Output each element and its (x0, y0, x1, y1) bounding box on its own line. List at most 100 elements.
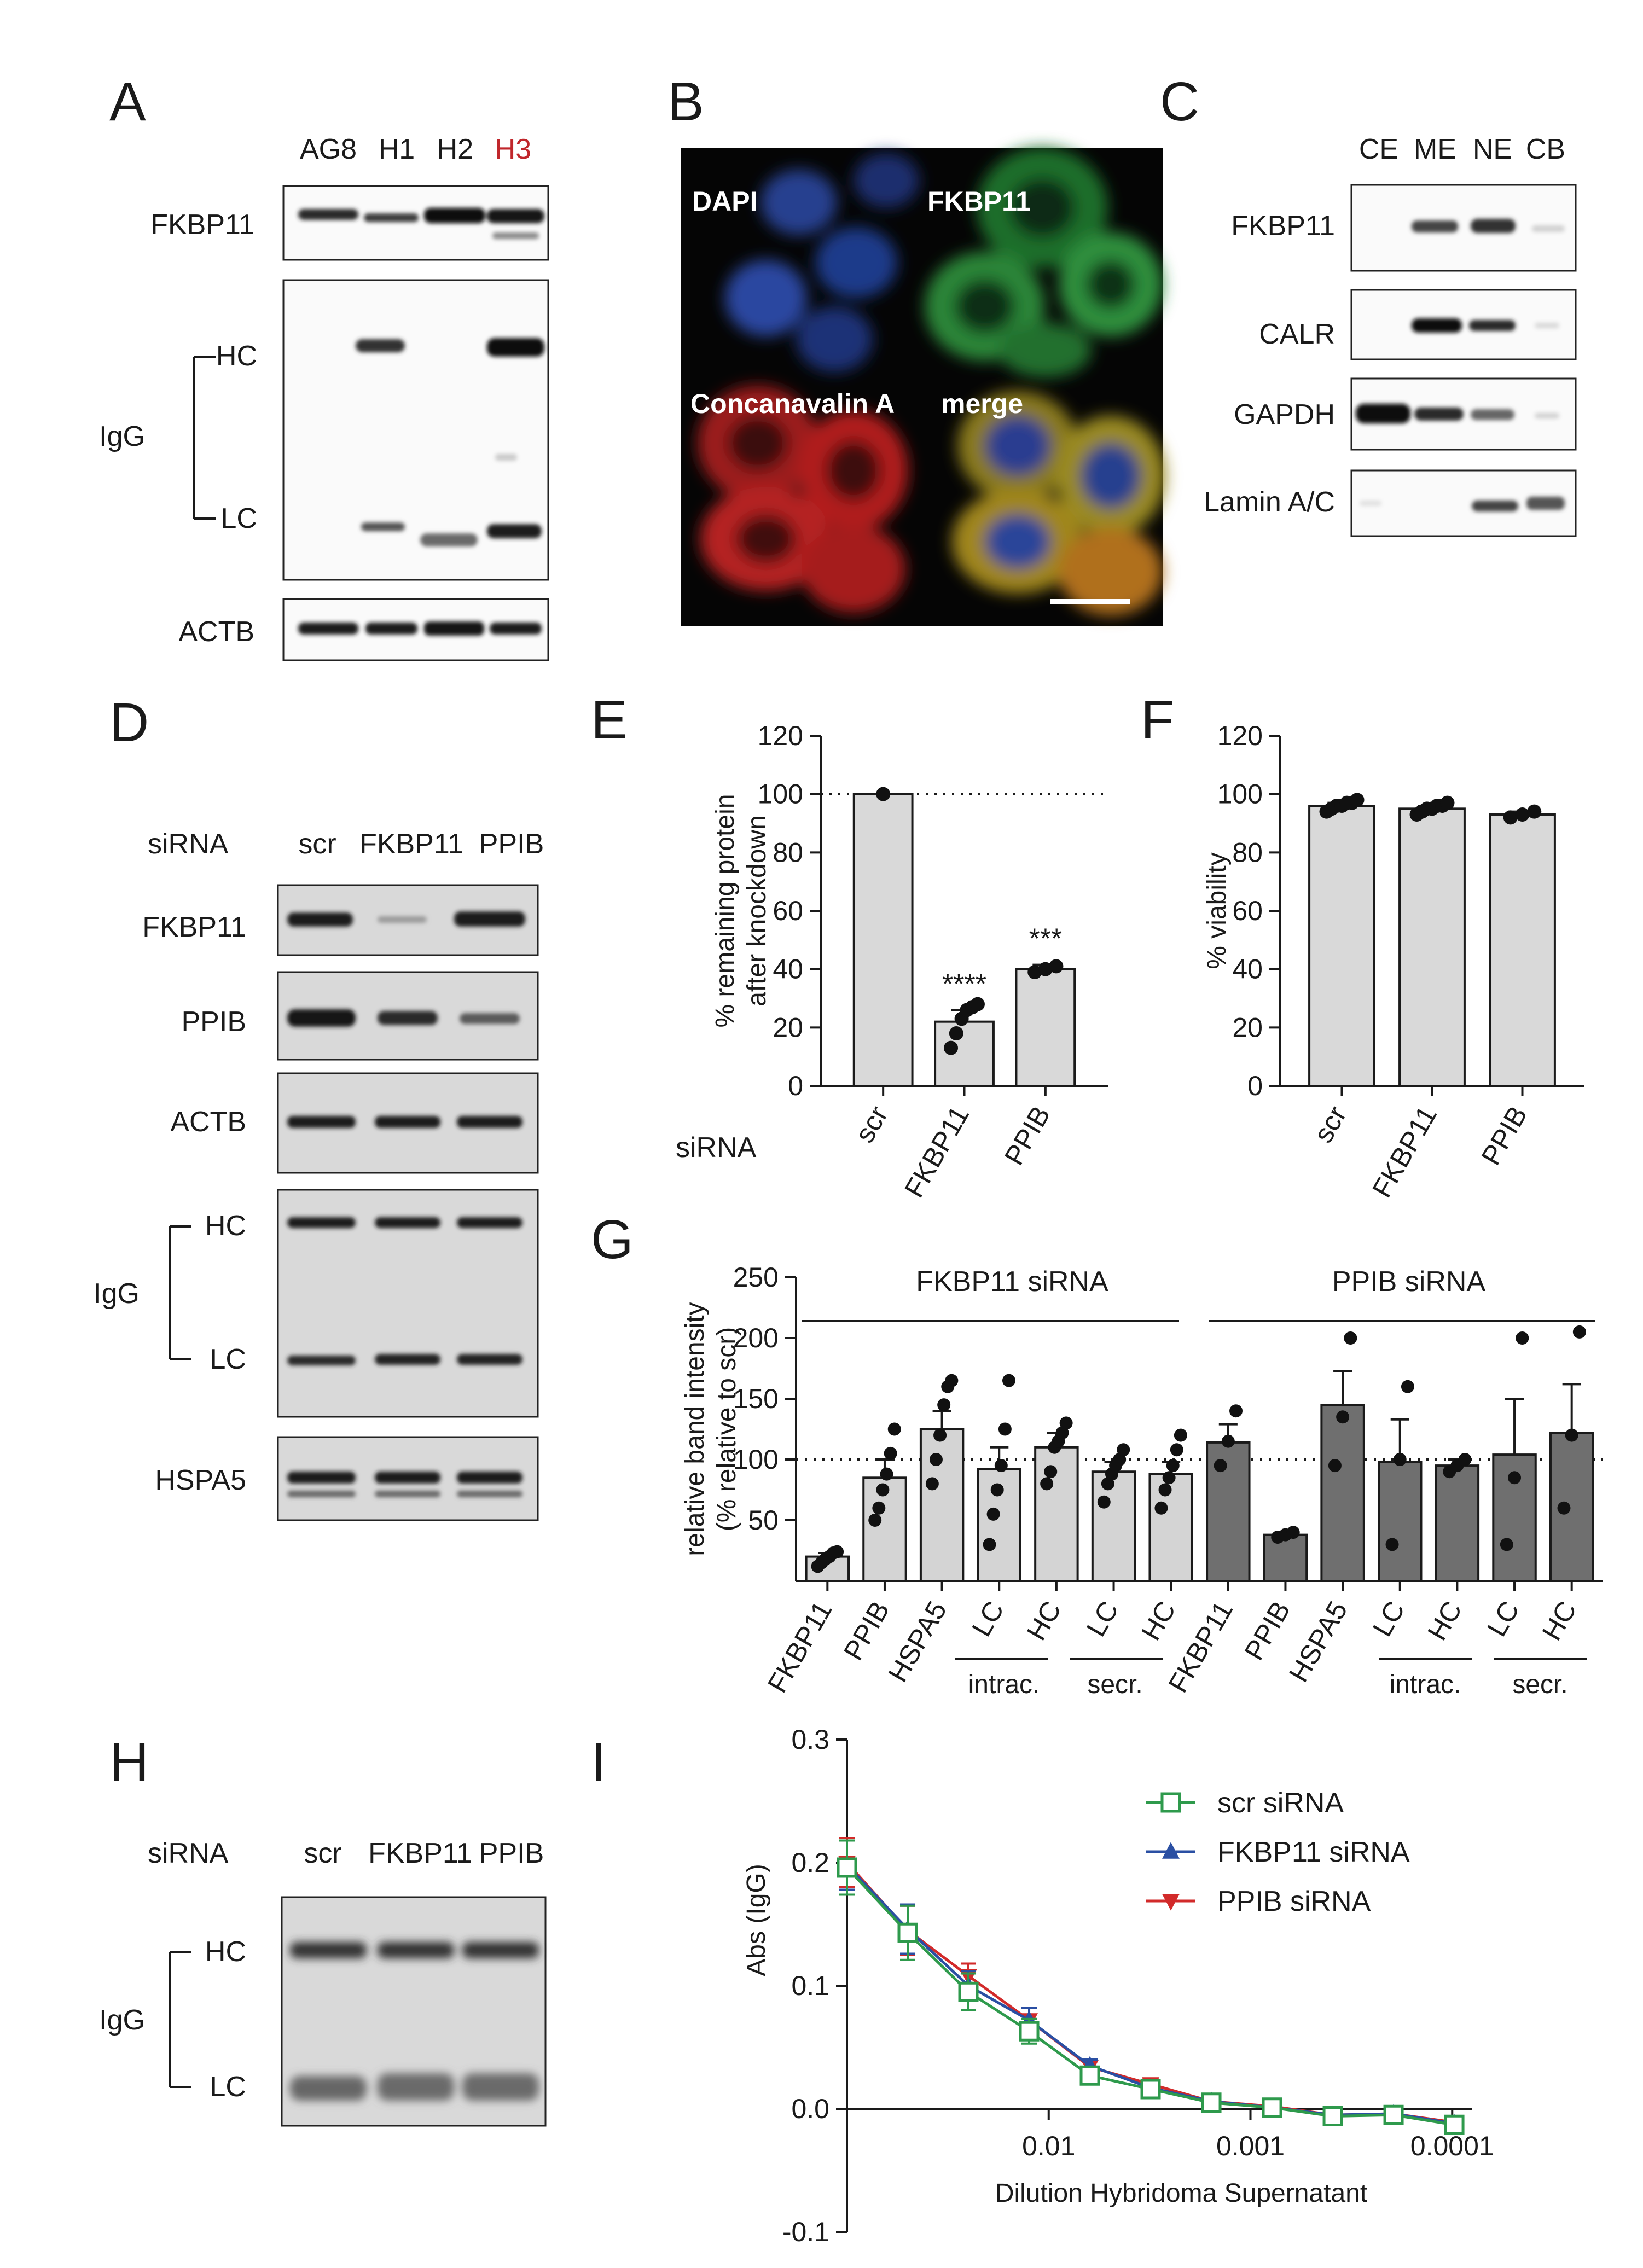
bar (1489, 813, 1556, 1087)
data-point (1565, 1428, 1578, 1442)
row-label-h-igg: IgG (99, 2004, 145, 2036)
bar (1015, 968, 1076, 1087)
marker-square (958, 1981, 979, 2002)
data-point (1336, 1410, 1350, 1424)
data-point (1214, 1459, 1227, 1473)
data-point (1166, 1459, 1180, 1473)
lane-label-h-fkbp11: FKBP11 (368, 1837, 472, 1869)
bar (1549, 1432, 1594, 1582)
x-tick-label: PPIB (1476, 1101, 1533, 1171)
lane-label-h-ppib: PPIB (479, 1837, 544, 1869)
bar (1263, 1533, 1308, 1582)
bar (1034, 1446, 1079, 1583)
panel-letter-c: C (1160, 71, 1199, 132)
marker-square (1262, 2097, 1282, 2118)
y-tick-label: 100 (1217, 779, 1263, 810)
sirna-label-d: siRNA (148, 828, 229, 860)
legend-label: scr siRNA (1217, 1787, 1344, 1819)
x-tick-label: 0.01 (1022, 2131, 1075, 2161)
row-label-c-gapdh: GAPDH (1234, 399, 1335, 431)
x-tick-label: PPIB (998, 1101, 1056, 1171)
y-tick-label: 0 (1247, 1071, 1263, 1101)
data-point (990, 1483, 1004, 1497)
y-tick-label: 200 (733, 1323, 779, 1353)
data-point (1557, 1501, 1571, 1515)
g-sub-label-intrac-2: intrac. (1390, 1670, 1461, 1699)
data-point (1174, 1428, 1187, 1442)
lane-label-h-scr: scr (304, 1837, 341, 1869)
chart-i: -0.1 0.0 0.1 0.2 0.3 0.01 0.001 0.0001 Dilution … (742, 1724, 1494, 2247)
marker-square (1383, 2104, 1404, 2125)
data-point (1286, 1526, 1300, 1539)
quadrant-label-merge: merge (941, 388, 1023, 419)
x-tick-label: FKBP11 (898, 1101, 975, 1203)
data-point (1508, 1471, 1522, 1485)
row-label-a-actb: ACTB (178, 616, 254, 648)
micrograph-merge-quadrant (952, 391, 1165, 615)
data-point (998, 1422, 1012, 1436)
marker-square (1019, 2021, 1040, 2042)
marker-square (1140, 2079, 1161, 2100)
x-tick-label: HC (1421, 1596, 1468, 1646)
data-point (1350, 793, 1365, 807)
micrograph-concanavalin-quadrant (698, 386, 908, 613)
g-sub-label-intrac-1: intrac. (968, 1670, 1040, 1699)
micrograph-dapi-quadrant (725, 153, 919, 372)
y-tick-label: 80 (1232, 837, 1263, 868)
data-point (1401, 1380, 1414, 1393)
x-tick-label: PPIB (838, 1596, 895, 1666)
x-tick-label: 0.001 (1216, 2131, 1285, 2161)
series-scr-sirna (837, 1839, 1465, 2135)
lane-label-d-fkbp11: FKBP11 (359, 828, 463, 860)
quadrant-label-concanavalin: Concanavalin A (690, 388, 895, 419)
panel-d: D siRNA scr FKBP11 PPIB FKBP11 PPIB ACTB… (94, 692, 544, 1521)
y-axis-title: Abs (IgG) (742, 1864, 771, 1976)
data-point (1385, 1538, 1399, 1551)
data-point (933, 1428, 947, 1442)
row-label-d-lc: LC (210, 1344, 246, 1375)
significance-label: **** (942, 968, 986, 1000)
x-tick-label: HSPA5 (1283, 1596, 1354, 1688)
y-tick-label: 0 (788, 1071, 803, 1101)
panel-h: H siRNA scr FKBP11 PPIB HC LC IgG (99, 1731, 547, 2127)
data-point (1044, 1465, 1058, 1479)
data-point (944, 1040, 959, 1055)
g-sub-label-secr-1: secr. (1087, 1670, 1142, 1699)
data-point (1002, 1374, 1015, 1387)
data-point (1515, 807, 1530, 822)
data-point (1162, 1471, 1176, 1485)
data-point (876, 787, 891, 801)
panel-letter-f: F (1141, 689, 1174, 751)
data-point (945, 1374, 959, 1387)
data-point (887, 1422, 901, 1436)
marker-triangle-up (1162, 1842, 1180, 1859)
x-tick-label: 0.0001 (1410, 2131, 1494, 2161)
chart-f: 0 20 40 60 80 100 120 scr FKBP11 PPIB % viability (1203, 720, 1584, 1203)
data-point (1049, 959, 1064, 974)
lane-label-ne: NE (1473, 133, 1512, 165)
row-label-c-calr: CALR (1259, 318, 1335, 350)
data-point (1527, 804, 1542, 819)
quadrant-label-dapi: DAPI (692, 186, 757, 217)
data-point (1393, 1453, 1407, 1466)
row-label-a-igg: IgG (99, 421, 145, 452)
bar (1091, 1470, 1136, 1582)
y-tick-label: 100 (733, 1444, 779, 1475)
row-label-d-hspa5: HSPA5 (155, 1464, 246, 1496)
data-point (1229, 1404, 1243, 1418)
data-point (1344, 1331, 1357, 1345)
lane-label-cb: CB (1526, 133, 1565, 165)
x-tick-label: PPIB (1239, 1596, 1296, 1666)
panel-c: C CE ME NE CB FKBP11 CALR GAPDH Lamin A/… (1160, 71, 1577, 537)
data-point (831, 1545, 844, 1558)
row-label-a-hc: HC (216, 340, 257, 372)
row-label-a-fkbp11: FKBP11 (150, 209, 254, 241)
legend-label: PPIB siRNA (1217, 1886, 1371, 1917)
data-point (1038, 962, 1053, 976)
panel-b: B (667, 71, 1165, 626)
x-tick-label: LC (1367, 1596, 1410, 1642)
y-axis-title: relative band intensity (% relative to sc… (681, 1302, 741, 1556)
data-point (1158, 1483, 1172, 1497)
g-sub-label-secr-2: secr. (1512, 1670, 1567, 1699)
